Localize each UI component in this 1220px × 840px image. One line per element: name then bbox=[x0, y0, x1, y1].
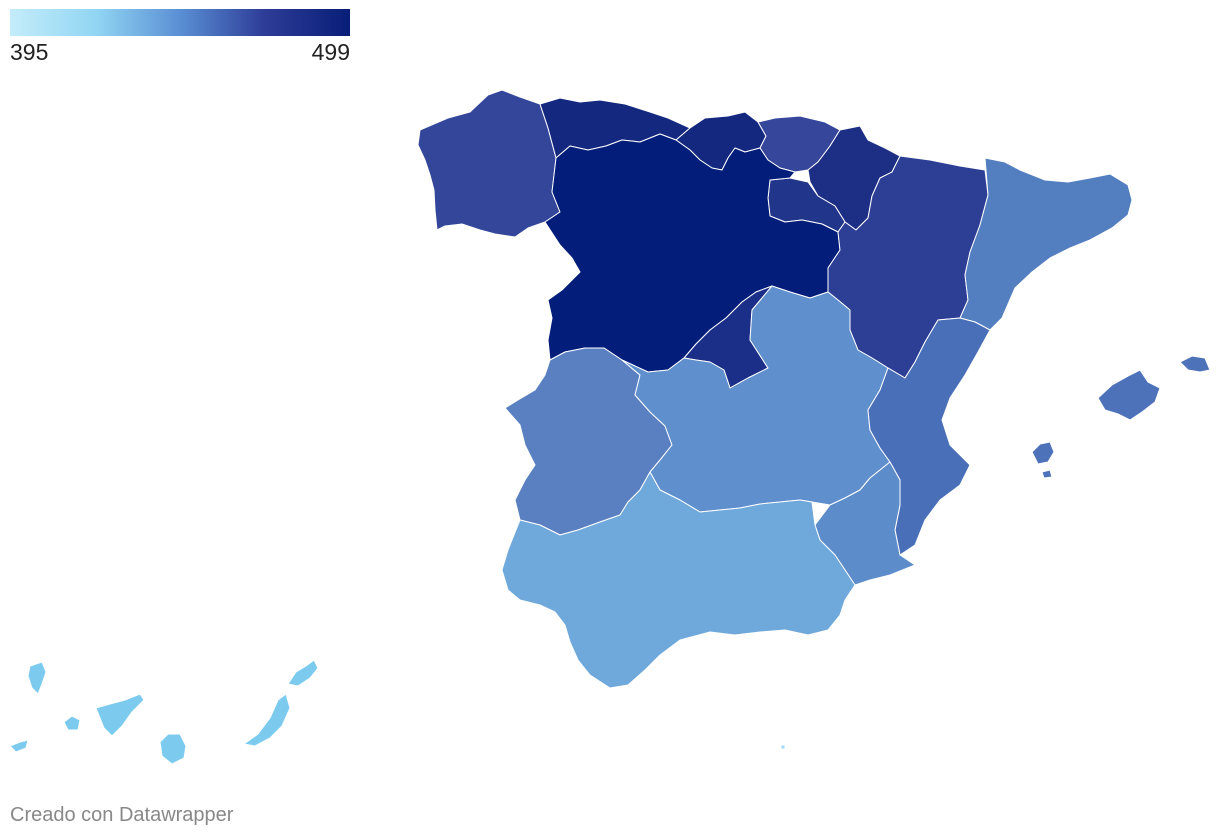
datawrapper-credit: Creado con Datawrapper bbox=[10, 804, 234, 826]
region-mallorca[interactable] bbox=[1097, 369, 1161, 421]
region-gran-canaria[interactable] bbox=[159, 733, 187, 765]
region-la-palma[interactable] bbox=[27, 661, 47, 695]
region-tenerife[interactable] bbox=[95, 693, 145, 737]
region-galicia[interactable] bbox=[417, 89, 561, 238]
region-el-hierro[interactable] bbox=[9, 739, 29, 753]
color-legend: 395 499 bbox=[10, 9, 350, 65]
region-la-gomera[interactable] bbox=[63, 715, 81, 731]
legend-gradient-bar bbox=[10, 9, 350, 36]
region-ibiza[interactable] bbox=[1031, 441, 1055, 465]
region-cataluna[interactable] bbox=[959, 157, 1133, 331]
region-lanzarote[interactable] bbox=[287, 659, 319, 687]
region-menorca[interactable] bbox=[1179, 355, 1211, 373]
legend-min-label: 395 bbox=[10, 39, 49, 65]
region-formentera[interactable] bbox=[1041, 469, 1053, 479]
region-melilla[interactable] bbox=[780, 744, 786, 750]
region-fuerteventura[interactable] bbox=[243, 693, 291, 747]
region-andalucia[interactable] bbox=[501, 471, 856, 689]
legend-max-label: 499 bbox=[311, 39, 350, 65]
